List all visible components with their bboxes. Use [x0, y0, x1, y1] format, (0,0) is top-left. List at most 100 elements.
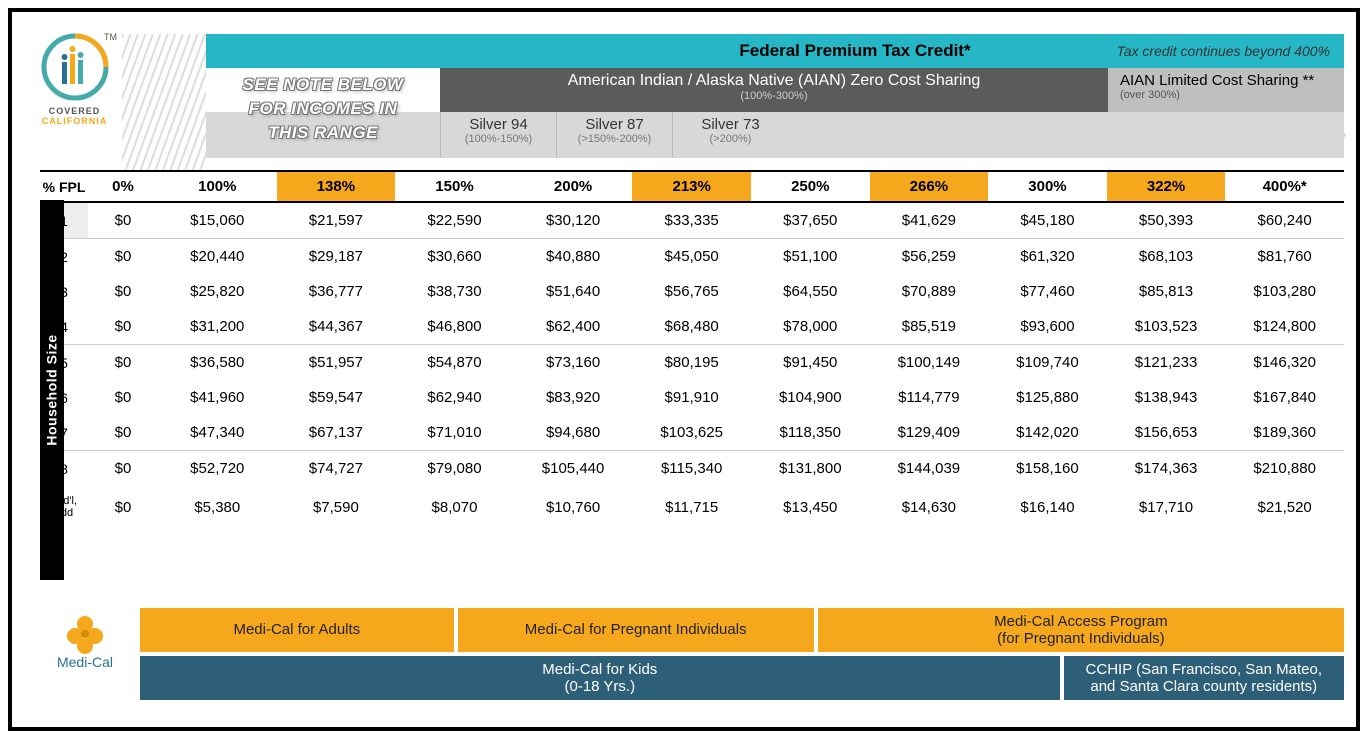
income-cell: $210,880	[1225, 451, 1344, 487]
fpl-header-row: % FPL0%100%138%150%200%213%250%266%300%3…	[40, 172, 1344, 202]
income-cell: $142,020	[988, 415, 1107, 451]
flower-icon	[67, 616, 103, 652]
income-cell: $47,340	[158, 415, 277, 451]
income-cell: $100,149	[870, 345, 989, 381]
income-cell: $124,800	[1225, 309, 1344, 345]
household-size-tab: Household Size	[40, 200, 64, 580]
income-cell: $16,140	[988, 486, 1107, 528]
income-cell: $29,187	[277, 239, 396, 275]
income-cell: $51,957	[277, 345, 396, 381]
income-cell: $15,060	[158, 202, 277, 239]
table-row: 5$0$36,580$51,957$54,870$73,160$80,195$9…	[40, 345, 1344, 381]
income-cell: $52,720	[158, 451, 277, 487]
income-cell: $129,409	[870, 415, 989, 451]
fpl-column-header: 300%	[988, 172, 1107, 202]
income-cell: $189,360	[1225, 415, 1344, 451]
income-cell: $54,870	[395, 345, 514, 381]
hatched-region	[122, 34, 206, 170]
fpl-column-header: 266%	[870, 172, 989, 202]
income-cell: $62,400	[514, 309, 633, 345]
see-note-overlay: SEE NOTE BELOW FOR INCOMES IN THIS RANGE	[206, 68, 440, 150]
income-cell: $0	[88, 415, 158, 451]
income-cell: $14,630	[870, 486, 989, 528]
fpl-column-header: 322%	[1107, 172, 1226, 202]
table-row: add'l, add$0$5,380$7,590$8,070$10,760$11…	[40, 486, 1344, 528]
income-cell: $51,640	[514, 274, 633, 309]
see-note-line3: THIS RANGE	[268, 121, 378, 145]
income-cell: $158,160	[988, 451, 1107, 487]
income-cell: $61,320	[988, 239, 1107, 275]
income-cell: $22,590	[395, 202, 514, 239]
income-cell: $144,039	[870, 451, 989, 487]
income-cell: $80,195	[632, 345, 751, 381]
income-cell: $174,363	[1107, 451, 1226, 487]
fpl-column-header: 138%	[277, 172, 396, 202]
income-cell: $103,625	[632, 415, 751, 451]
federal-tax-credit-title: Federal Premium Tax Credit*	[739, 41, 970, 61]
fpl-column-header: 0%	[88, 172, 158, 202]
silver-tier-range: (>200%)	[673, 133, 788, 145]
aian-zero-title: American Indian / Alaska Native (AIAN) Z…	[440, 72, 1108, 90]
income-cell: $77,460	[988, 274, 1107, 309]
income-cell: $8,070	[395, 486, 514, 528]
fpl-income-table: % FPL0%100%138%150%200%213%250%266%300%3…	[40, 172, 1344, 528]
silver-tier-label: Silver 87	[557, 116, 672, 133]
logo-text-covered: COVERED	[32, 106, 117, 116]
income-cell: $56,259	[870, 239, 989, 275]
income-cell: $38,730	[395, 274, 514, 309]
income-cell: $40,880	[514, 239, 633, 275]
fpl-column-header: 250%	[751, 172, 870, 202]
income-cell: $114,779	[870, 380, 989, 415]
silver-tier-cell: Silver 94(100%-150%)	[440, 112, 556, 158]
fpl-table-wrap: % FPL0%100%138%150%200%213%250%266%300%3…	[40, 170, 1344, 528]
income-cell: $36,777	[277, 274, 396, 309]
table-row: 3$0$25,820$36,777$38,730$51,640$56,765$6…	[40, 274, 1344, 309]
income-cell: $73,160	[514, 345, 633, 381]
income-cell: $94,680	[514, 415, 633, 451]
income-cell: $31,200	[158, 309, 277, 345]
trademark-symbol: TM	[104, 32, 117, 42]
program-bar-row-2: Medi-Cal for Kids(0-18 Yrs.)CCHIP (San F…	[140, 656, 1344, 700]
income-cell: $85,813	[1107, 274, 1226, 309]
income-cell: $0	[88, 380, 158, 415]
income-cell: $121,233	[1107, 345, 1226, 381]
table-row: 6$0$41,960$59,547$62,940$83,920$91,910$1…	[40, 380, 1344, 415]
income-cell: $131,800	[751, 451, 870, 487]
table-row: 1$0$15,060$21,597$22,590$30,120$33,335$3…	[40, 202, 1344, 239]
income-cell: $91,450	[751, 345, 870, 381]
silver-tier-cell: Silver 73(>200%)	[672, 112, 788, 158]
income-cell: $37,650	[751, 202, 870, 239]
income-cell: $45,050	[632, 239, 751, 275]
income-cell: $36,580	[158, 345, 277, 381]
income-cell: $20,440	[158, 239, 277, 275]
fpl-column-header: 213%	[632, 172, 751, 202]
income-cell: $156,653	[1107, 415, 1226, 451]
tax-credit-note: Tax credit continues beyond 400%	[1116, 43, 1344, 59]
income-cell: $109,740	[988, 345, 1107, 381]
income-cell: $60,240	[1225, 202, 1344, 239]
income-cell: $56,765	[632, 274, 751, 309]
aian-zero-cost-band: American Indian / Alaska Native (AIAN) Z…	[440, 68, 1108, 112]
silver-tier-range: (>150%-200%)	[557, 133, 672, 145]
silver-tier-cell: Silver 87(>150%-200%)	[556, 112, 672, 158]
federal-tax-credit-banner: Federal Premium Tax Credit* Tax credit c…	[206, 34, 1344, 68]
income-cell: $0	[88, 202, 158, 239]
income-cell: $103,280	[1225, 274, 1344, 309]
income-cell: $79,080	[395, 451, 514, 487]
fpl-column-header: 100%	[158, 172, 277, 202]
income-cell: $74,727	[277, 451, 396, 487]
income-cell: $46,800	[395, 309, 514, 345]
income-cell: $167,840	[1225, 380, 1344, 415]
income-cell: $67,137	[277, 415, 396, 451]
income-cell: $41,629	[870, 202, 989, 239]
covered-california-logo: COVERED CALIFORNIA	[32, 32, 117, 126]
income-cell: $62,940	[395, 380, 514, 415]
income-cell: $10,760	[514, 486, 633, 528]
income-cell: $21,520	[1225, 486, 1344, 528]
household-size-label: Household Size	[44, 334, 60, 445]
income-cell: $0	[88, 345, 158, 381]
program-bar: Medi-Cal for Pregnant Individuals	[458, 608, 814, 652]
income-cell: $0	[88, 451, 158, 487]
income-cell: $115,340	[632, 451, 751, 487]
income-cell: $21,597	[277, 202, 396, 239]
